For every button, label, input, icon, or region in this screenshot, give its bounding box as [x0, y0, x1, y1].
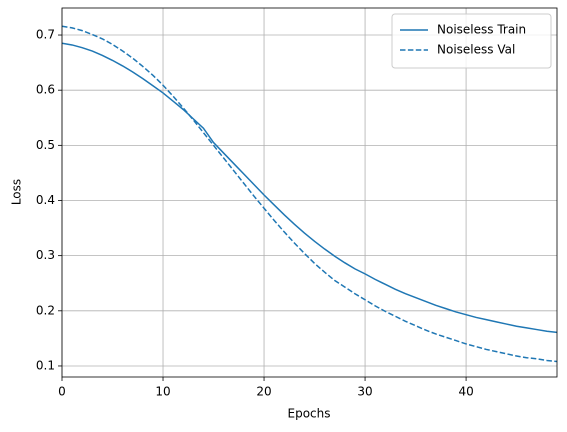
y-tick-label: 0.6: [36, 83, 55, 97]
plot-frame: [61, 7, 558, 378]
legend-box: [391, 13, 552, 69]
x-axis-label: Epochs: [288, 407, 331, 421]
y-axis-label: Loss: [10, 179, 24, 205]
x-tick-label: 20: [256, 385, 271, 399]
y-tick-label: 0.2: [36, 303, 55, 317]
line-series: [62, 42, 557, 334]
x-tick-label: 40: [458, 385, 473, 399]
x-tick-label: 30: [357, 385, 372, 399]
x-tick-label: 10: [155, 385, 170, 399]
y-tick-label: 0.5: [36, 138, 55, 152]
y-tick-label: 0.3: [36, 248, 55, 262]
y-tick-label: 0.7: [36, 28, 55, 42]
y-tick-label: 0.1: [36, 358, 55, 372]
legend-label: Noiseless Val: [437, 43, 515, 57]
x-tick-label: 0: [58, 385, 66, 399]
y-tick-label: 0.4: [36, 193, 55, 207]
legend-label: Noiseless Train: [437, 23, 526, 37]
line-series: [62, 25, 557, 363]
